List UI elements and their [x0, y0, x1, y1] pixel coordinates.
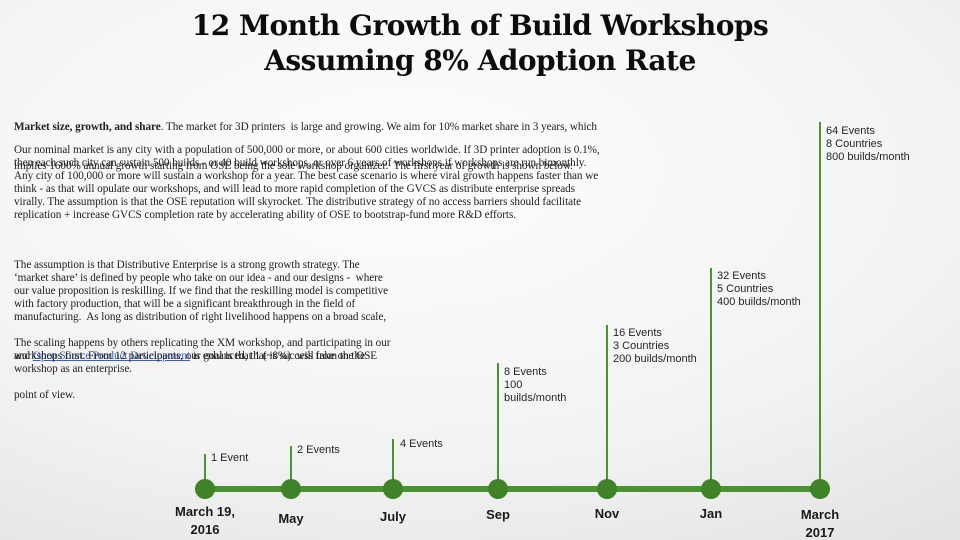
milestone-annotation: 4 Events [400, 438, 443, 450]
milestone-annotation: 16 Events 3 Countries 200 builds/month [613, 327, 697, 365]
paragraph-nominal-market: Our nominal market is any city with a po… [14, 144, 600, 221]
milestone-date: Nov [594, 506, 620, 521]
p3-link-line: and Open Source Product Development is e… [14, 350, 388, 363]
timeline-stem [710, 268, 712, 489]
timeline-dot [597, 479, 617, 499]
paragraph-market-size: Market size, growth, and share. The mark… [14, 95, 597, 199]
p1-line1: Market size, growth, and share. The mark… [14, 121, 597, 134]
milestone-date: Jan [699, 506, 723, 521]
p3-link-suffix: is enhanced, that is success from the OS… [189, 350, 378, 362]
timeline-dot [383, 479, 403, 499]
milestone-annotation: 1 Event [211, 452, 249, 464]
timeline-dot [195, 479, 215, 499]
p3-link-prefix: and [14, 350, 33, 362]
milestone-date: July [379, 509, 406, 524]
slide-title: 12 Month Growth of Build Workshops Assum… [191, 9, 769, 77]
p3-lines-before: The assumption is that Distributive Ente… [14, 259, 389, 323]
timeline-stem [497, 363, 499, 489]
milestone-date: Sep [486, 507, 510, 522]
milestone-annotation: 2 Events [297, 444, 340, 456]
timeline-axis [197, 486, 830, 492]
p1-line1-rest: . The market for 3D printers is large an… [160, 121, 597, 133]
milestone-date: March 2017 [800, 507, 840, 540]
milestone-annotation: 8 Events 100 builds/month [504, 366, 567, 404]
timeline-stem [392, 439, 394, 489]
timeline-stem [819, 122, 821, 489]
p1-bold-lead: Market size, growth, and share [14, 121, 161, 133]
timeline-stem [606, 325, 608, 489]
p1-line2: implies 1600% annual growth starting fro… [14, 160, 573, 172]
timeline-stem [290, 446, 292, 489]
milestone-date: March 19, 2016 [175, 504, 235, 537]
milestone-annotation: 32 Events 5 Countries 400 builds/month [717, 270, 801, 308]
milestone-date: May [278, 511, 304, 526]
timeline-dot [810, 479, 830, 499]
ospd-link[interactable]: Open Source Product Development [32, 350, 190, 362]
timeline-dot [701, 479, 721, 499]
milestone-annotation: 64 Events 8 Countries 800 builds/month [826, 125, 910, 163]
timeline-stem [204, 454, 206, 489]
paragraph-distributive-enterprise: The assumption is that Distributive Ente… [14, 233, 388, 428]
timeline-dot [281, 479, 301, 499]
paragraph-scaling: The scaling happens by others replicatin… [14, 337, 391, 375]
p3-last-line: point of view. [14, 389, 76, 401]
timeline-dot [488, 479, 508, 499]
